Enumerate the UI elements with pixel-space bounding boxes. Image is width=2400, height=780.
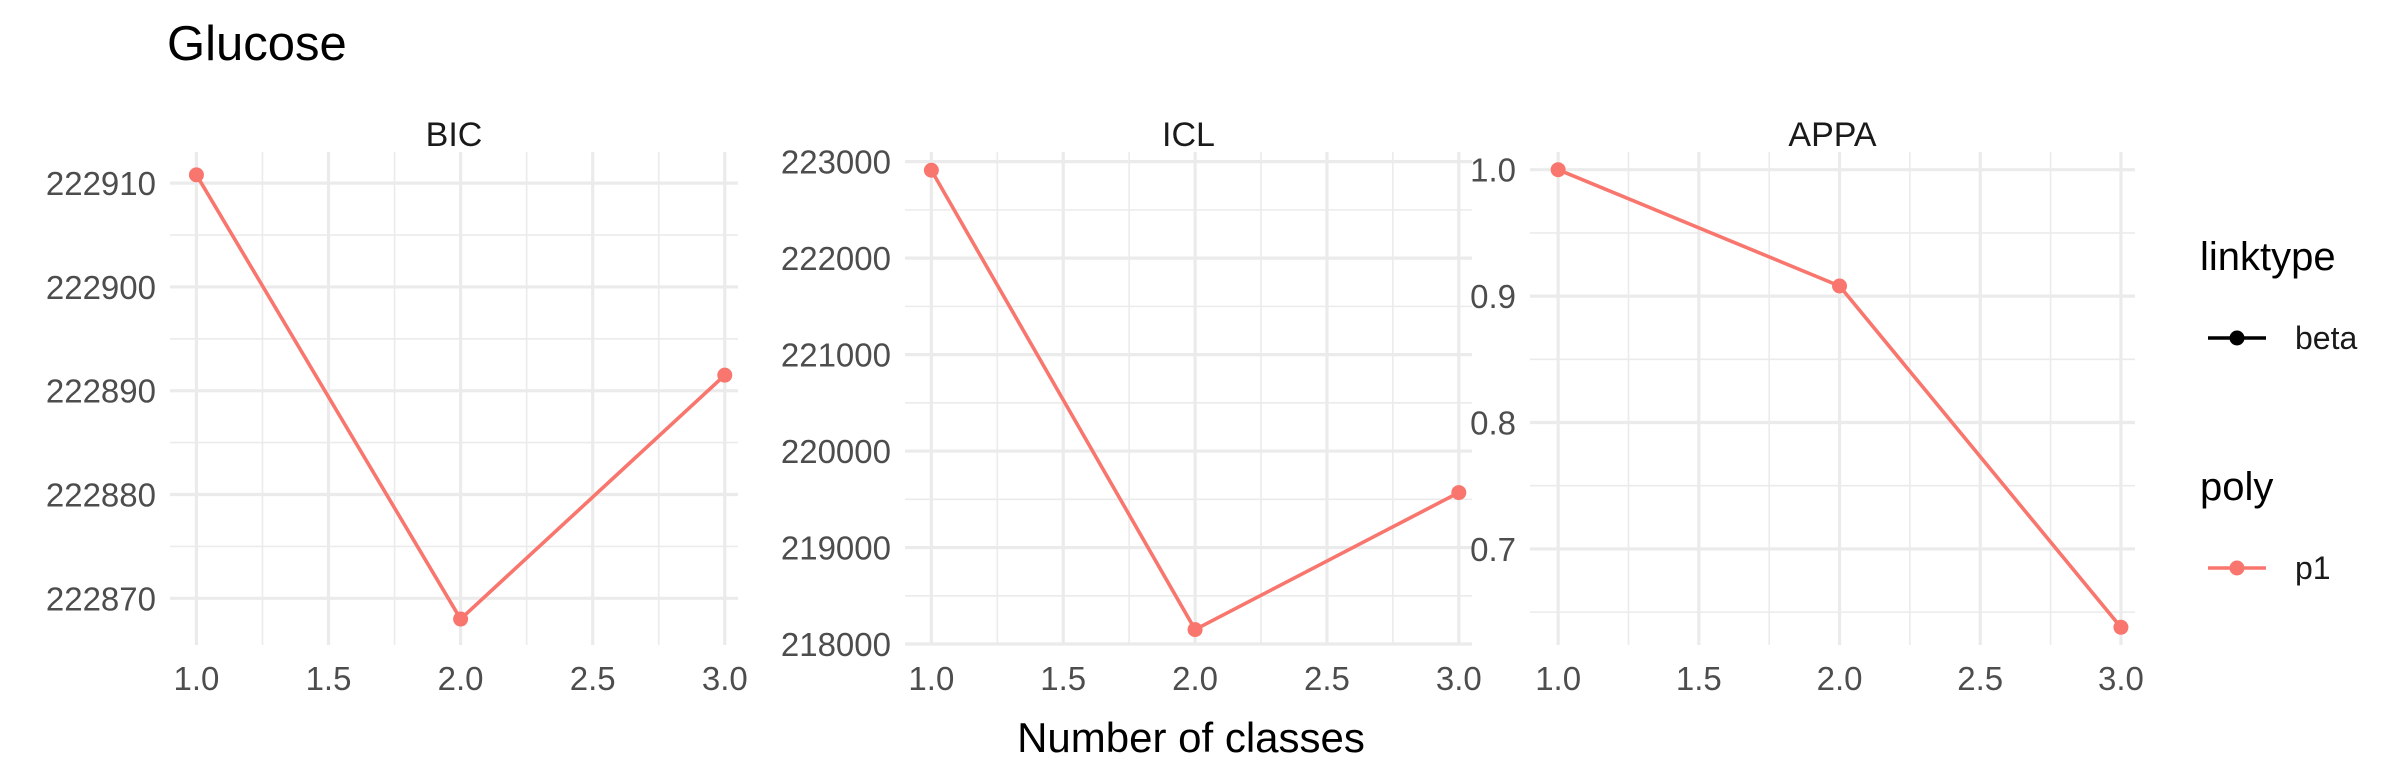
facet-strip-label: APPA [1788, 116, 1877, 154]
y-tick-label: 222890 [46, 373, 156, 410]
legend: linktype beta poly p1 [2200, 235, 2357, 586]
y-tick-label: 0.8 [1470, 405, 1516, 442]
data-point [1550, 162, 1566, 178]
x-tick-label: 3.0 [1436, 660, 1482, 697]
panel-appa: APPA 0.7 0.8 0.9 1.0 1.0 1.5 2.0 2.5 3.0 [1470, 116, 2144, 697]
legend-item-label: p1 [2295, 550, 2331, 586]
data-point [923, 162, 939, 178]
data-point [2113, 619, 2129, 635]
legend-title: poly [2200, 465, 2273, 509]
y-tick-label: 222900 [46, 269, 156, 306]
y-tick-label: 1.0 [1470, 152, 1516, 189]
panel-icl: ICL 218000 219000 220000 221000 222000 223000 1… [781, 116, 1482, 697]
facet-strip-label: BIC [426, 116, 483, 154]
x-tick-label: 1.0 [1535, 660, 1581, 697]
x-tick-label: 1.0 [173, 660, 219, 697]
y-tick-label: 223000 [781, 144, 891, 181]
legend-item-label: beta [2295, 320, 2357, 356]
y-tick-label: 222000 [781, 240, 891, 277]
legend-title: linktype [2200, 235, 2336, 279]
x-tick-label: 2.5 [1957, 660, 2003, 697]
data-point [453, 611, 469, 627]
x-axis-label: Number of classes [1017, 714, 1365, 761]
data-point [188, 167, 204, 183]
data-point [1832, 278, 1848, 294]
y-tick-label: 0.9 [1470, 278, 1516, 315]
x-tick-label: 2.5 [1304, 660, 1350, 697]
panel-bic: BIC 222870 222880 222890 222900 222910 1.0 1.5 2… [46, 116, 748, 697]
y-tick-label: 221000 [781, 337, 891, 374]
y-tick-label: 222870 [46, 580, 156, 617]
y-tick-label: 219000 [781, 530, 891, 567]
chart-title: Glucose [167, 17, 347, 71]
x-tick-label: 2.0 [438, 660, 484, 697]
data-point [717, 367, 733, 383]
x-tick-label: 3.0 [2098, 660, 2144, 697]
facet-panels: BIC 222870 222880 222890 222900 222910 1.0 1.5 2… [46, 116, 2144, 697]
y-tick-label: 0.7 [1470, 531, 1516, 568]
x-tick-label: 2.0 [1817, 660, 1863, 697]
y-tick-label: 218000 [781, 626, 891, 663]
y-tick-label: 220000 [781, 433, 891, 470]
x-tick-label: 1.5 [1040, 660, 1086, 697]
data-point [1451, 485, 1467, 501]
data-point [1187, 622, 1203, 638]
x-tick-label: 3.0 [702, 660, 748, 697]
x-tick-label: 1.5 [1676, 660, 1722, 697]
facet-strip-label: ICL [1162, 116, 1215, 154]
y-tick-label: 222880 [46, 477, 156, 514]
x-tick-label: 1.0 [908, 660, 954, 697]
legend-key-point [2229, 560, 2245, 576]
x-tick-label: 1.5 [306, 660, 352, 697]
x-tick-label: 2.0 [1172, 660, 1218, 697]
legend-key-point [2229, 330, 2245, 346]
y-tick-label: 222910 [46, 165, 156, 202]
x-tick-label: 2.5 [570, 660, 616, 697]
